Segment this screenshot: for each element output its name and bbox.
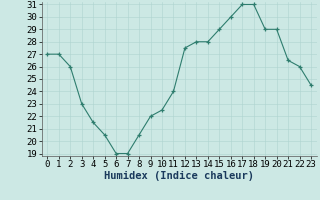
X-axis label: Humidex (Indice chaleur): Humidex (Indice chaleur) <box>104 171 254 181</box>
